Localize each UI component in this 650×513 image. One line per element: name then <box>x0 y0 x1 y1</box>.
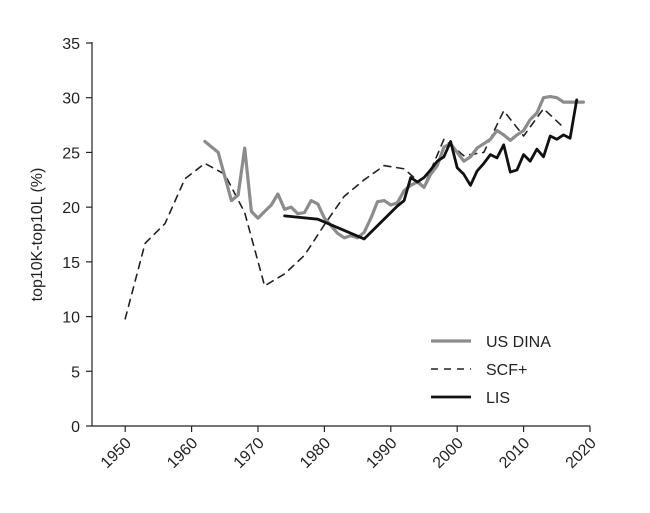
y-tick-label: 5 <box>71 364 80 381</box>
series-line-scf <box>124 107 565 320</box>
legend-label: SCF+ <box>486 362 527 379</box>
y-tick-label: 35 <box>62 36 80 53</box>
x-tick-label: 2000 <box>430 435 467 472</box>
x-tick-label: 1990 <box>363 435 400 472</box>
y-tick-label: 30 <box>62 91 80 108</box>
x-tick-label: 1950 <box>98 435 135 472</box>
x-tick-label: 2020 <box>563 435 600 472</box>
x-tick-label: 2010 <box>496 435 533 472</box>
x-tick-label: 1980 <box>297 435 334 472</box>
y-axis-label: top10K-top10L (%) <box>29 168 46 302</box>
y-tick-label: 20 <box>62 200 80 217</box>
x-tick-label: 1970 <box>231 435 268 472</box>
y-tick-label: 10 <box>62 310 80 327</box>
plot-area <box>124 95 585 320</box>
y-tick-label: 25 <box>62 145 80 162</box>
series-line-lis <box>283 98 579 241</box>
y-tick-label: 15 <box>62 255 80 272</box>
x-tick-label: 1960 <box>164 435 201 472</box>
legend-label: LIS <box>486 390 510 407</box>
legend: US DINA SCF+ LIS <box>431 334 551 407</box>
series-line-us-dina <box>203 95 585 240</box>
y-tick-label: 0 <box>71 419 80 436</box>
legend-label: US DINA <box>486 334 551 351</box>
